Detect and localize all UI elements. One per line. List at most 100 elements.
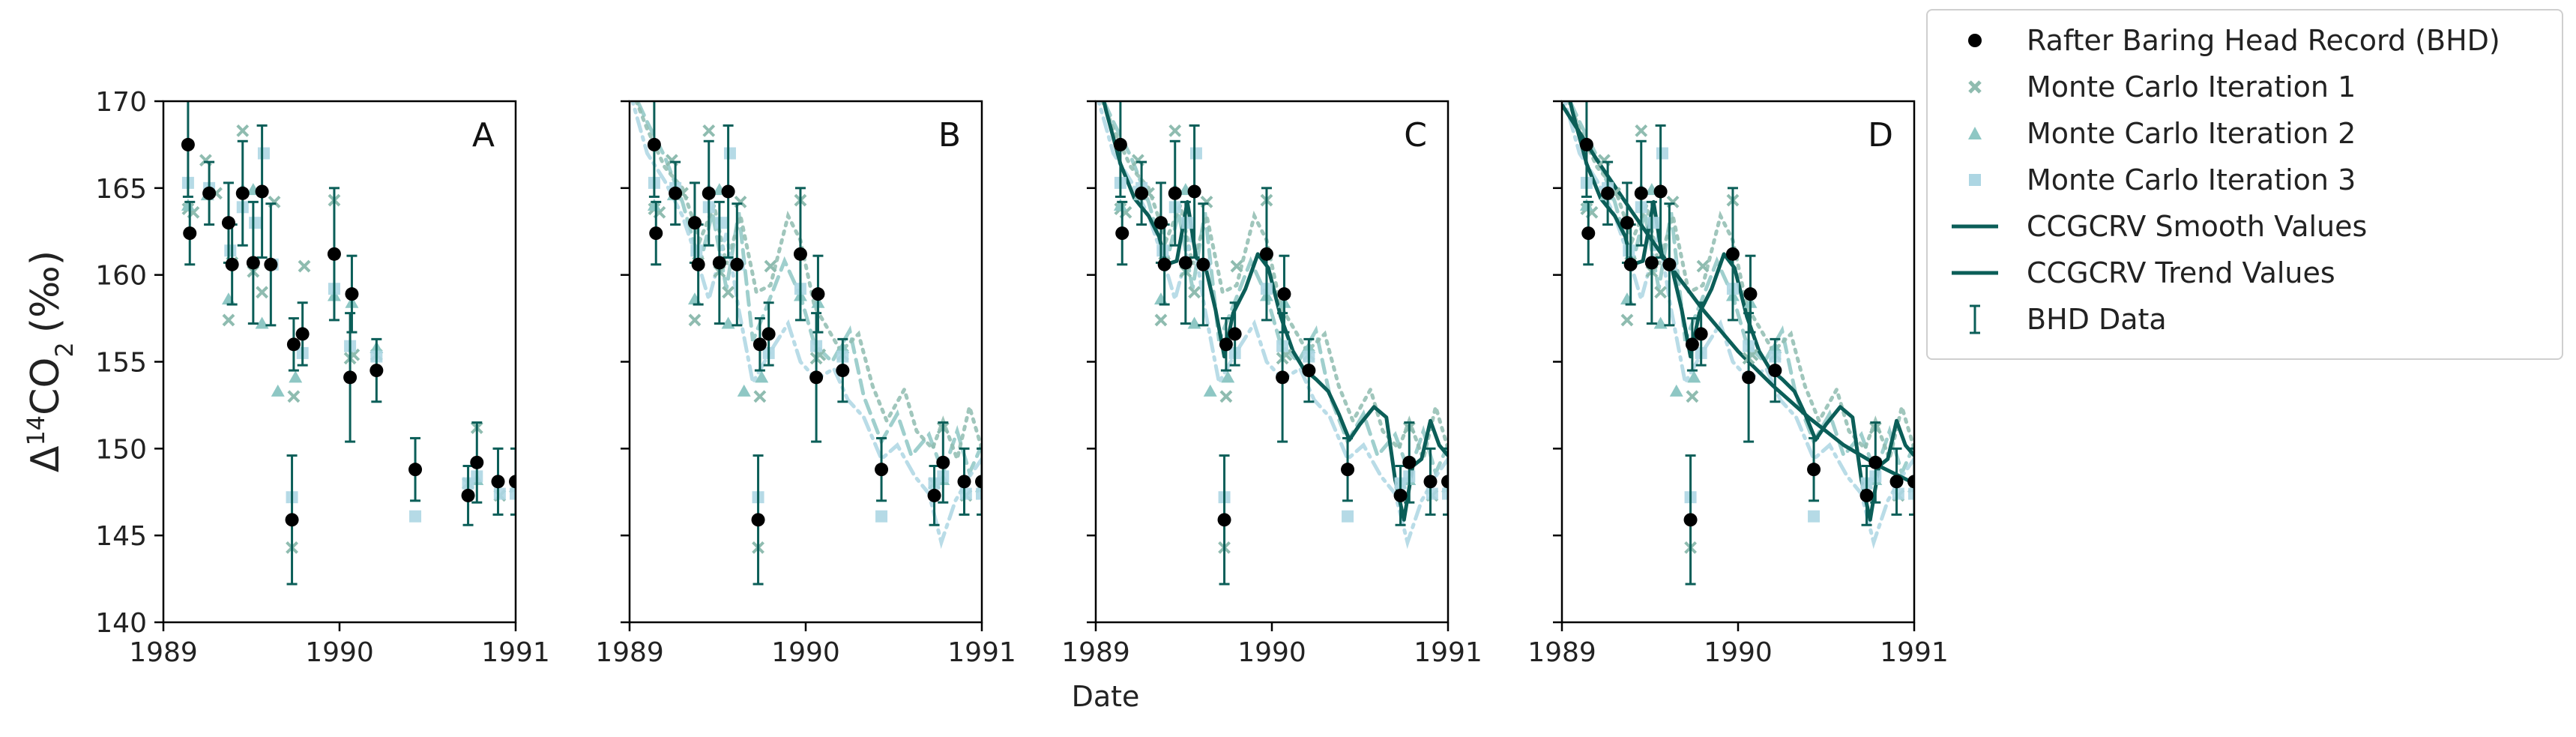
mc-curve-1 [635,101,982,479]
panel-b-plot-area [630,101,982,586]
mc2-point [1221,370,1235,383]
mc1-point [298,259,311,273]
mc2-point [1669,384,1683,397]
y-tick-label: 145 [95,521,147,552]
legend-entry-mc1: Monte Carlo Iteration 1 [1928,64,2562,109]
bhd-point [369,364,384,378]
legend-entry-mc2: Monte Carlo Iteration 2 [1928,111,2562,156]
y-tick-label: 160 [95,261,147,292]
panel-b: 1989 1990 1991 B [595,100,1016,668]
bhd-point [811,287,825,301]
bhd-point [285,513,299,527]
bhd-point [255,184,269,199]
mc3-point [1426,487,1438,500]
mc1-point [1230,259,1243,273]
bhd-point [712,256,726,270]
bhd-point [927,488,941,502]
bhd-point [875,463,889,477]
y-tick-label: 165 [95,174,147,205]
bhd-point [721,184,735,199]
panel-d-plot-area [1562,101,1914,586]
bhd-point [1153,216,1168,230]
mc1-point [702,124,716,137]
x-tick-label: 1991 [947,637,1016,668]
bhd-point [1742,370,1756,385]
mc3-point [1623,244,1635,257]
legend-swatch-trend [1952,271,1998,275]
bhd-errorbar [1909,447,1914,516]
mc1-point [236,124,250,137]
bhd-point [1441,475,1448,489]
legend-swatch-mc2 [1968,127,1982,139]
bhd-point [752,337,767,352]
mc3-point [1189,147,1202,160]
legend-label-mc3: Monte Carlo Iteration 3 [2027,163,2356,196]
mc3-point [249,217,262,229]
bhd-point [1907,475,1914,489]
y-tick-label: 150 [95,434,147,465]
bhd-point [1277,287,1291,301]
panel-c-plot-area [1097,101,1448,586]
bhd-point [730,257,744,271]
bhd-point [1228,327,1242,341]
panel-letter: C [1404,116,1427,154]
bhd-point [1634,186,1648,200]
x-tick-label: 1991 [1880,637,1949,668]
bhd-point [1178,256,1192,270]
bhd-point [408,463,423,477]
x-tick-label: 1989 [1061,637,1130,668]
bhd-point [1302,364,1316,378]
bhd-point [1276,370,1290,385]
legend-entry-mc3: Monte Carlo Iteration 3 [1928,157,2562,202]
bhd-point [1157,257,1171,271]
bhd-point [221,216,235,230]
y-axis-label-unit: (‰) [23,250,68,333]
mc3-point [1892,487,1904,500]
bhd-point [1259,247,1273,261]
panel-a: 1989 1990 1991 140 145 150 155 160 165 170 A [95,87,550,668]
mc3-point [976,487,982,500]
mc2-point [1653,316,1668,329]
mc3-point [1656,147,1668,160]
bhd-point [1135,186,1149,200]
mc3-point [1808,510,1821,523]
mc3-point [723,147,736,160]
mc2-point [755,370,769,383]
x-tick-label: 1989 [595,637,664,668]
bhd-point [1219,337,1233,352]
bhd-point [957,475,971,489]
bhd-point [691,257,705,271]
bhd-point [470,455,484,469]
bhd-point [286,337,301,352]
mc1-point [753,390,767,403]
mc2-point [687,292,702,305]
x-tick-label: 1989 [129,637,198,668]
mc1-point [1635,124,1648,137]
bhd-point [246,256,260,270]
mc3-point [493,487,506,500]
mc2-point [271,384,285,397]
legend-label-mc2: Monte Carlo Iteration 2 [2027,117,2356,150]
x-tick-label: 1990 [771,637,840,668]
bhd-point [1889,475,1904,489]
mc2-point [1579,199,1593,211]
bhd-errorbar [977,447,982,516]
panel-frame [1560,100,1916,624]
legend-entry-bhd-data: BHD Data [1928,297,2562,342]
x-tick-label: 1991 [481,637,550,668]
bhd-point [183,226,197,241]
mc-curve-2 [1100,101,1448,466]
mc3-point [1342,510,1354,523]
panel-frame [1094,100,1450,624]
bhd-point [1644,256,1659,270]
bhd-point [647,137,661,151]
mc1-point [1654,286,1668,299]
bhd-point [327,247,341,261]
mc1-point [1620,313,1634,327]
bhd-point [1113,137,1127,151]
mc3-point [1647,217,1660,229]
mc1-point [222,313,235,327]
bhd-point [793,247,807,261]
